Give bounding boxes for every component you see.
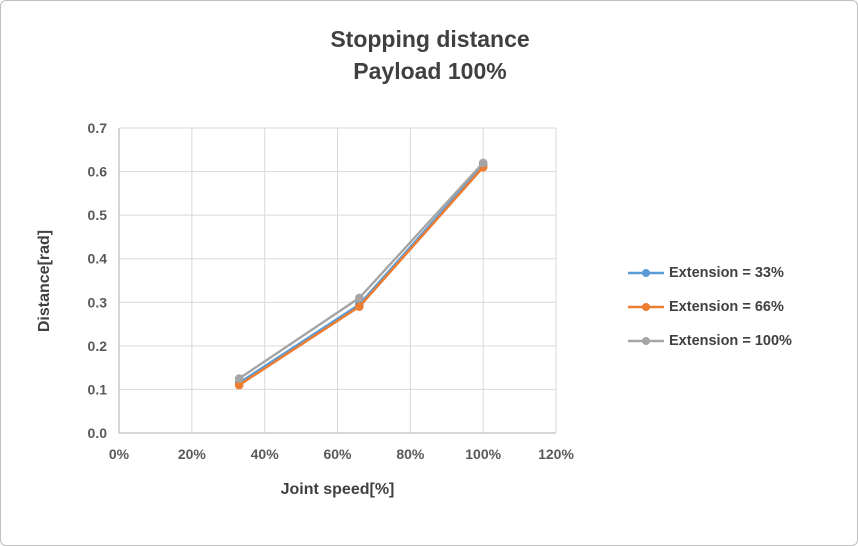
x-tick-label: 20% [178,446,207,462]
plot-area: 0.0 0.1 0.2 0.3 0.4 0.5 0.6 0.7 0% 20% 40% 60% 80% 10… [88,120,575,462]
legend-line-marker-icon [628,337,664,345]
chart-title-line2: Payload 100% [353,58,507,85]
y-tick-label: 0.6 [88,164,108,180]
x-tick-label: 120% [538,446,574,462]
x-tick-label: 0% [109,446,130,462]
legend-label: Extension = 33% [669,265,784,281]
legend-label: Extension = 66% [669,299,784,315]
chart-title-line1: Stopping distance [330,26,530,52]
legend-line-marker-icon [628,269,664,277]
data-point-marker [355,302,364,311]
legend-item: Extension = 100% [628,333,792,349]
x-tick-label: 60% [323,446,352,462]
series-33 [234,160,488,388]
data-point-marker [478,158,488,168]
chart-title: Stopping distance Payload 100% [1,23,858,87]
x-tick-label: 80% [396,446,425,462]
data-point-marker [355,293,364,303]
y-tick-label: 0.1 [88,381,108,397]
legend-line-marker-icon [628,303,664,311]
data-point-marker [234,374,244,383]
legend-label: Extension = 100% [669,333,792,349]
y-tick-label: 0.4 [88,251,108,267]
data-point-marker [234,380,244,390]
y-tick-label: 0.0 [88,425,108,441]
gridlines [118,127,557,434]
tick-labels: 0.0 0.1 0.2 0.3 0.4 0.5 0.6 0.7 0% 20% 40% 60% 80% 10… [88,120,575,462]
y-tick-label: 0.5 [88,207,108,223]
y-tick-label: 0.2 [88,338,108,354]
series-100 [234,158,488,383]
y-tick-label: 0.7 [88,120,108,136]
axes [118,128,556,434]
legend-item: Extension = 33% [628,265,792,281]
x-tick-label: 100% [465,446,501,462]
legend: Extension = 33% Extension = 66% Extension … [628,265,792,349]
legend-item: Extension = 66% [628,299,792,315]
y-tick-label: 0.3 [88,294,108,310]
x-axis-title: Joint speed[%] [280,481,395,498]
x-tick-label: 40% [251,446,280,462]
